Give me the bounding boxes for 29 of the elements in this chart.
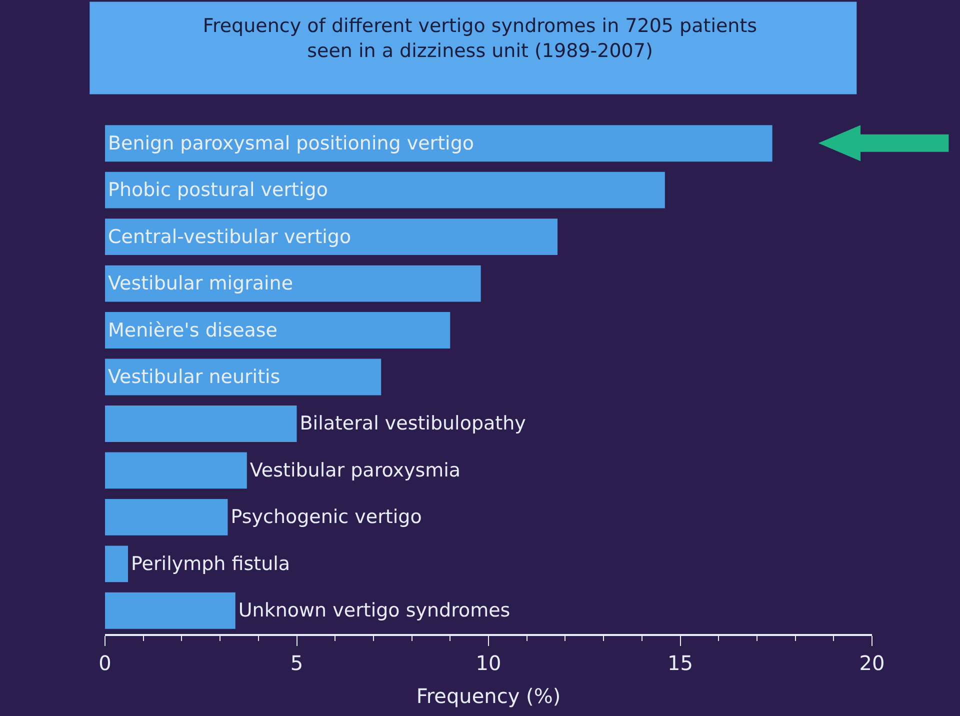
y-tick-label: Psychogenic vertigo [230,506,422,528]
x-tick-label: 20 [859,651,885,675]
x-tick-label: 10 [476,651,502,675]
bar [105,218,558,256]
bar [105,172,665,208]
bar [105,265,481,302]
y-tick-label: Perilymph fistula [131,552,290,575]
bar [105,546,128,582]
y-tick-label: Central-vestibular vertigo [108,226,352,248]
x-tick-label: 0 [98,651,112,675]
y-tick-label: Menière's disease [108,319,278,342]
bar [105,312,450,348]
x-tick-label: 5 [290,651,304,675]
y-tick-label: Bilateral vestibulopathy [300,412,526,435]
bar [105,406,297,442]
x-tick-label: 15 [668,651,693,675]
y-tick-label: Vestibular paroxysmia [250,459,461,482]
bar [105,592,236,629]
bar [105,125,772,162]
bar [105,358,382,396]
chart-title: Frequency of different vertigo syndromes in 7205 patients seen in a dizziness unit (1989-2007) [202,15,758,62]
y-tick-label: Unknown vertigo syndromes [238,600,510,622]
y-tick-label: Phobic postural vertigo [108,179,328,202]
x-axis-title: Frequency (%) [416,684,561,708]
y-tick-label: Benign paroxysmal positioning vertigo [108,132,474,154]
bar [105,452,247,489]
y-tick-label: Vestibular neuritis [108,366,280,388]
y-tick-label: Vestibular migraine [108,272,294,295]
bar [105,498,228,536]
